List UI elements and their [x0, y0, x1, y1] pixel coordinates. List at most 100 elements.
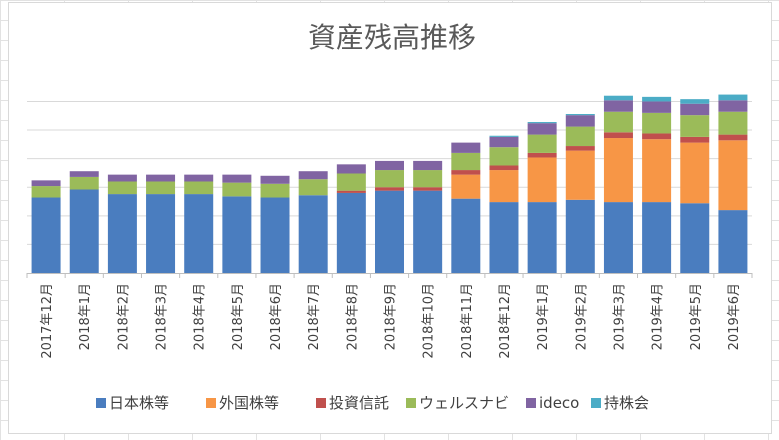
bar-segment[interactable] — [489, 135, 519, 137]
bar-segment[interactable] — [413, 170, 443, 188]
bar-segment[interactable] — [260, 183, 290, 198]
bar-segment[interactable] — [527, 202, 557, 273]
legend-item[interactable]: 日本株等 — [96, 394, 169, 412]
bar-stack[interactable] — [565, 114, 595, 273]
bar-segment[interactable] — [527, 122, 557, 124]
bar-segment[interactable] — [260, 175, 290, 184]
legend-item[interactable]: ideco — [526, 394, 579, 412]
bar-segment[interactable] — [565, 199, 595, 273]
bar-segment[interactable] — [489, 202, 519, 273]
bar-segment[interactable] — [413, 160, 443, 171]
bar-stack[interactable] — [489, 135, 519, 273]
bar-stack[interactable] — [298, 171, 328, 273]
bar-segment[interactable] — [69, 189, 99, 273]
bar-segment[interactable] — [146, 194, 176, 273]
bar-stack[interactable] — [642, 96, 672, 273]
bar-stack[interactable] — [603, 95, 633, 273]
bar-stack[interactable] — [527, 122, 557, 273]
bar-segment[interactable] — [413, 190, 443, 273]
bar-segment[interactable] — [146, 174, 176, 182]
bar-segment[interactable] — [603, 100, 633, 112]
bar-segment[interactable] — [718, 134, 748, 141]
bar-segment[interactable] — [298, 195, 328, 273]
bar-stack[interactable] — [184, 174, 214, 273]
bar-stack[interactable] — [107, 174, 137, 273]
bar-segment[interactable] — [565, 114, 595, 116]
bar-segment[interactable] — [489, 165, 519, 171]
bar-segment[interactable] — [107, 174, 137, 182]
bar-segment[interactable] — [298, 179, 328, 196]
bar-segment[interactable] — [603, 111, 633, 133]
bar-segment[interactable] — [718, 210, 748, 273]
bar-segment[interactable] — [107, 194, 137, 273]
bar-segment[interactable] — [718, 94, 748, 101]
bar-segment[interactable] — [565, 146, 595, 151]
bar-segment[interactable] — [107, 181, 137, 195]
bar-segment[interactable] — [451, 174, 481, 199]
bar-segment[interactable] — [718, 111, 748, 135]
bar-segment[interactable] — [565, 115, 595, 127]
bar-stack[interactable] — [146, 174, 176, 273]
bar-segment[interactable] — [718, 140, 748, 211]
bar-segment[interactable] — [31, 197, 61, 273]
bar-stack[interactable] — [222, 174, 252, 273]
bar-stack[interactable] — [451, 142, 481, 273]
bar-segment[interactable] — [489, 136, 519, 148]
bar-segment[interactable] — [680, 99, 710, 104]
bar-segment[interactable] — [336, 192, 366, 273]
bar-segment[interactable] — [680, 203, 710, 273]
bar-segment[interactable] — [642, 101, 672, 113]
bar-stack[interactable] — [260, 175, 290, 273]
bar-segment[interactable] — [222, 196, 252, 273]
bar-segment[interactable] — [603, 138, 633, 203]
bar-stack[interactable] — [718, 94, 748, 273]
bar-segment[interactable] — [336, 190, 366, 193]
bar-segment[interactable] — [451, 170, 481, 175]
bar-segment[interactable] — [451, 152, 481, 171]
bar-segment[interactable] — [565, 150, 595, 200]
bar-stack[interactable] — [375, 160, 404, 273]
bar-segment[interactable] — [375, 190, 404, 273]
bar-segment[interactable] — [222, 174, 252, 183]
bar-segment[interactable] — [184, 194, 214, 273]
bar-segment[interactable] — [680, 136, 710, 143]
bar-stack[interactable] — [413, 160, 443, 273]
bar-segment[interactable] — [527, 152, 557, 158]
bar-stack[interactable] — [680, 99, 710, 273]
bar-segment[interactable] — [642, 133, 672, 140]
bar-stack[interactable] — [69, 171, 99, 273]
bar-segment[interactable] — [527, 157, 557, 203]
bar-segment[interactable] — [642, 112, 672, 134]
bar-segment[interactable] — [413, 187, 443, 191]
bar-segment[interactable] — [184, 174, 214, 182]
bar-segment[interactable] — [336, 173, 366, 191]
bar-segment[interactable] — [375, 170, 404, 188]
bar-segment[interactable] — [69, 176, 99, 190]
bar-segment[interactable] — [451, 198, 481, 273]
bar-segment[interactable] — [31, 186, 61, 198]
bar-segment[interactable] — [642, 139, 672, 203]
bar-segment[interactable] — [565, 126, 595, 147]
bar-segment[interactable] — [603, 132, 633, 139]
bar-segment[interactable] — [718, 100, 748, 112]
bar-stack[interactable] — [31, 180, 61, 273]
bar-stack[interactable] — [336, 164, 366, 273]
bar-segment[interactable] — [642, 96, 672, 102]
bar-segment[interactable] — [489, 147, 519, 166]
bar-segment[interactable] — [260, 197, 290, 273]
bar-segment[interactable] — [146, 181, 176, 195]
bar-segment[interactable] — [31, 180, 61, 187]
bar-segment[interactable] — [680, 115, 710, 137]
legend-item[interactable]: ウェルスナビ — [406, 394, 509, 412]
bar-segment[interactable] — [680, 142, 710, 204]
bar-segment[interactable] — [69, 171, 99, 177]
bar-segment[interactable] — [489, 170, 519, 203]
bar-segment[interactable] — [603, 95, 633, 101]
bar-segment[interactable] — [375, 160, 404, 171]
bar-segment[interactable] — [451, 142, 481, 153]
bar-segment[interactable] — [298, 171, 328, 180]
bar-segment[interactable] — [680, 103, 710, 116]
bar-segment[interactable] — [603, 202, 633, 273]
legend-item[interactable]: 投資信託 — [316, 394, 389, 412]
bar-segment[interactable] — [375, 187, 404, 191]
